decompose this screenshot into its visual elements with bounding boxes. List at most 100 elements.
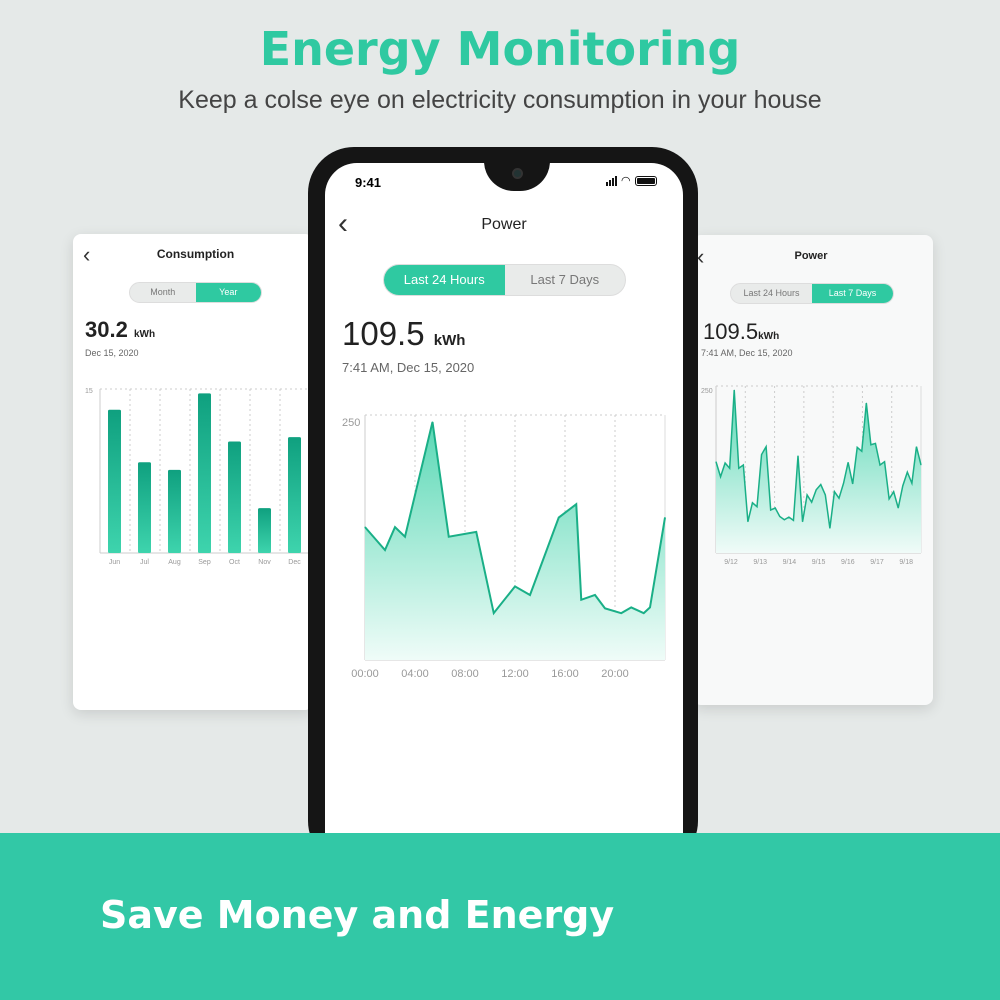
data-point [394,526,396,528]
power-week-card: ‹ Power Last 24 Hours Last 7 Days 109.5k… [693,235,933,705]
data-point [643,612,645,614]
data-point [664,517,666,519]
x-tick-label: 9/14 [783,559,797,566]
data-point [649,606,651,608]
x-tick-label: Sep [198,559,211,566]
tab-last-7-days[interactable]: Last 7 Days [812,284,893,303]
page-title: Energy Monitoring [259,22,741,76]
data-point [783,519,785,521]
card-title: Consumption [156,247,235,261]
data-point [861,450,863,452]
data-point [893,491,895,493]
data-point [738,467,740,469]
camera-icon [512,168,523,179]
x-tick-label: Jul [140,559,149,566]
data-point [834,491,835,493]
data-point [916,446,917,448]
consumption-card: ‹ Consumption Month Year 30.2 kWh Dec 15… [73,234,313,710]
x-tick-label: 9/15 [812,559,826,566]
x-tick-label: Jun [109,559,120,566]
wifi-icon: ◠ [621,175,631,187]
bar-jun [108,409,121,553]
data-point [897,507,899,509]
data-point [788,516,790,518]
bar-aug [168,469,181,553]
data-point [870,444,872,446]
data-point [620,612,622,614]
period-toggle: Last 24 Hours Last 7 Days [383,264,626,296]
y-tick-label: 250 [701,388,713,395]
power-date: 7:41 AM, Dec 15, 2020 [342,360,475,375]
y-tick-label: 15 [85,388,93,395]
data-point [920,464,922,466]
power-value: 109.5 kWh [342,315,466,352]
data-point [729,467,731,469]
x-tick-label: 9/17 [870,559,884,566]
data-point [911,482,913,484]
data-point [770,509,772,511]
data-point [774,507,776,509]
data-point [879,464,881,466]
data-point [558,517,560,519]
x-tick-label: 9/13 [753,559,767,566]
data-point [820,484,822,485]
tab-last-24-hours[interactable]: Last 24 Hours [743,288,800,298]
data-point [514,585,516,587]
data-point [838,497,840,499]
data-point [824,494,826,496]
data-point [815,489,817,491]
tab-last-7-days[interactable]: Last 7 Days [530,272,600,287]
data-point [906,471,908,473]
data-point [806,494,808,496]
data-point [630,606,632,608]
footer-band: Save Money and Energy [0,833,1000,1000]
back-icon[interactable]: ‹ [83,242,91,267]
card-title: Power [794,250,828,262]
data-point [856,446,858,448]
series-line [364,421,666,616]
x-tick-label: Oct [229,559,240,566]
data-point [902,485,904,487]
data-point [752,502,753,504]
signal-icon [606,176,617,186]
data-point [847,461,849,463]
x-tick-label: 9/16 [841,559,855,566]
data-point [724,462,726,464]
data-point [475,531,477,533]
x-tick-label: Dec [288,559,301,566]
data-point [779,516,781,517]
x-tick-label: 08:00 [451,668,479,680]
footer-text: Save Money and Energy [100,893,615,937]
x-tick-label: 20:00 [601,668,629,680]
page-subtitle: Keep a colse eye on electricity consumpt… [178,86,822,114]
bar-jul [138,462,151,553]
back-icon[interactable]: ‹ [338,207,348,240]
x-tick-label: 9/18 [899,559,913,566]
back-icon[interactable]: ‹ [697,244,705,269]
series-line [715,389,922,529]
x-tick-label: 16:00 [551,668,579,680]
data-point [888,498,890,500]
data-point [852,483,854,485]
bar-chart: 15 Jun Jul Aug Sep Oct Nov Dec [85,388,311,566]
day-line-chart: 250 00:00 04:00 08:00 12:00 16:00 20:00 [342,414,666,680]
x-tick-label: 12:00 [501,668,529,680]
power-date: 7:41 AM, Dec 15, 2020 [701,348,793,358]
data-point [733,389,735,391]
tab-last-24-hours[interactable]: Last 24 Hours [384,265,505,295]
data-point [594,594,596,596]
data-point [747,521,749,523]
data-point [765,446,767,448]
x-tick-label: 04:00 [401,668,429,680]
consumption-date: Dec 15, 2020 [85,348,139,358]
tab-month[interactable]: Month [150,287,176,297]
phone: 9:41 ◠ ‹ Power Last 24 Hours Last 7 Days… [308,147,698,867]
area-fill [716,390,921,553]
data-point [720,476,721,478]
data-point [432,421,433,423]
tab-year[interactable]: Year [195,283,261,302]
screen-title: Power [481,216,527,233]
data-point [448,536,450,538]
data-point [493,612,495,614]
power-value: 109.5kWh [703,319,780,344]
